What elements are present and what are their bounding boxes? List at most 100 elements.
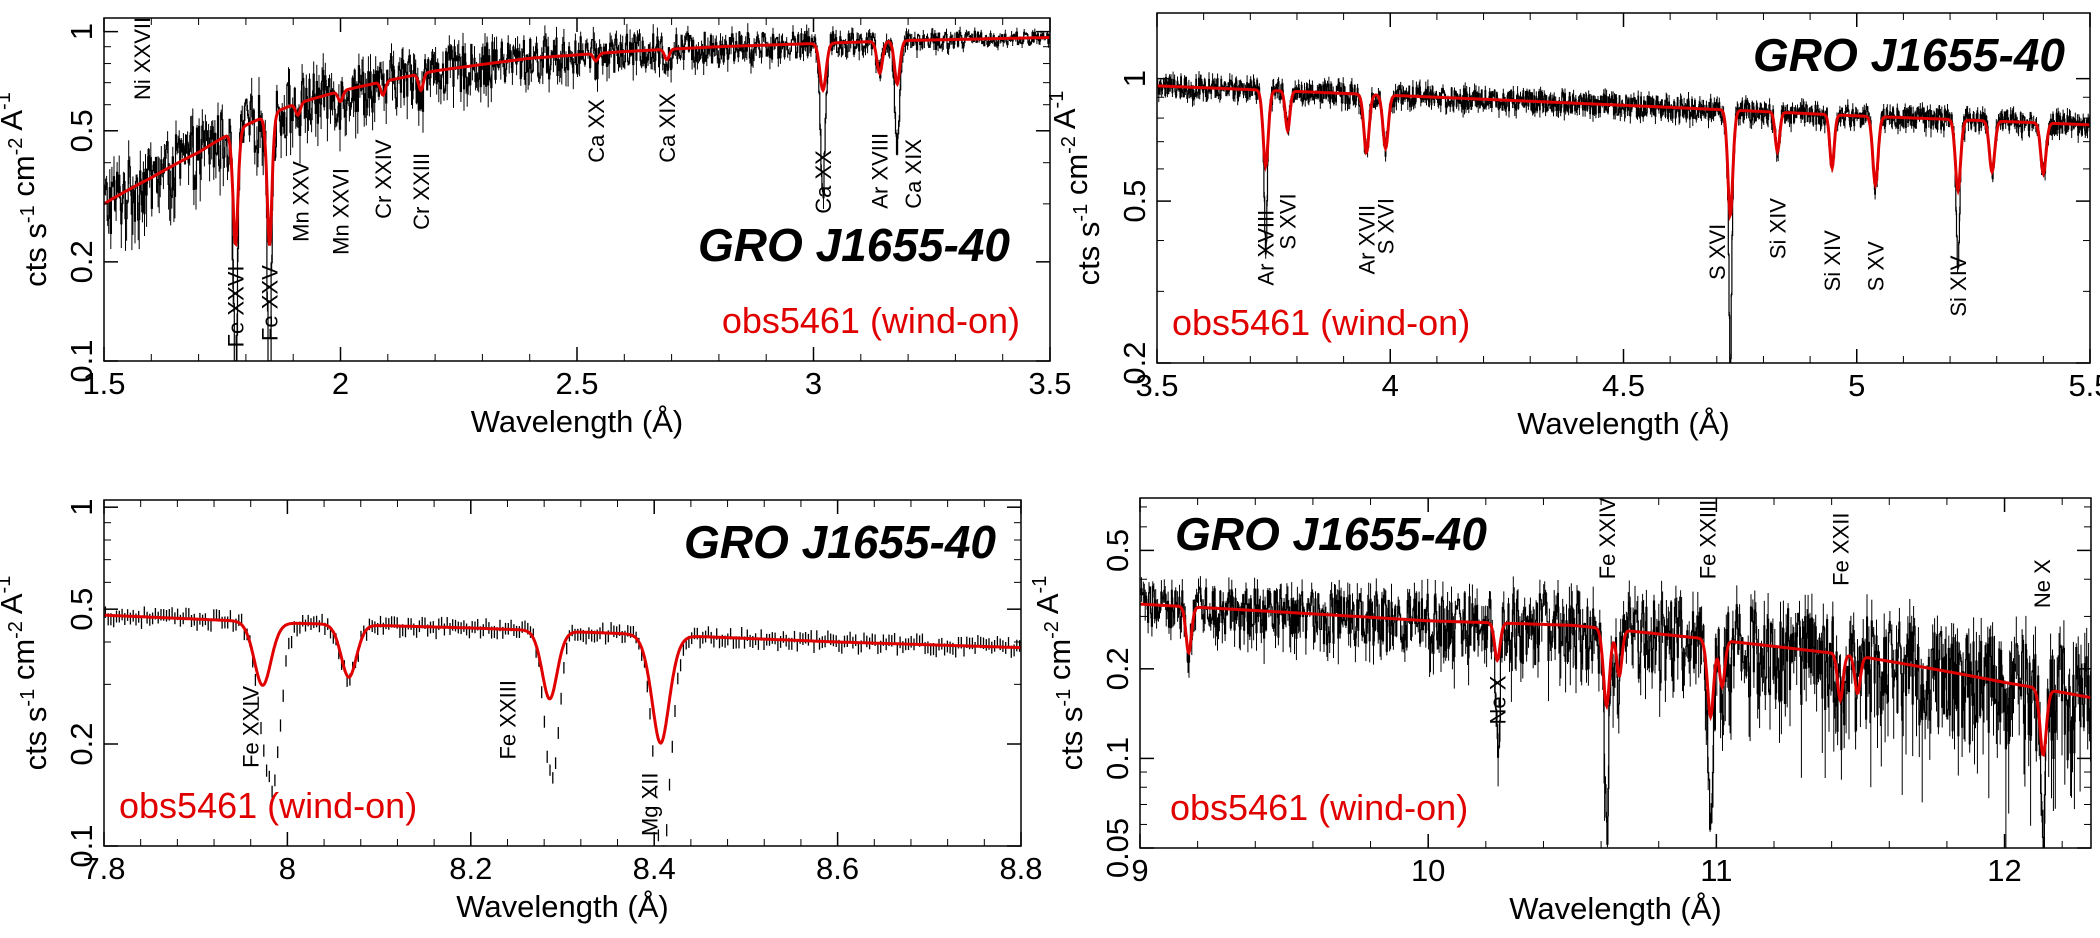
- y-tick-label: 0.2: [64, 722, 99, 765]
- y-axis-title-sup: -2: [1041, 621, 1063, 639]
- y-axis-title-part: cm: [6, 639, 41, 689]
- model-curve: [1140, 602, 2091, 758]
- x-axis-title: Wavelength (Å): [1517, 406, 1730, 441]
- x-axis-title: Wavelength (Å): [471, 404, 684, 439]
- line-label: Fe XXIII: [495, 680, 520, 759]
- y-axis-title-sup: -1: [0, 576, 15, 594]
- y-axis-title-part: s: [18, 223, 53, 247]
- panel-1: 1.5 2 2.5 3 3.5 0.1 0.2 0.5 1 Wavelength (Å) cts s…: [0, 17, 1072, 439]
- y-tick-label: 0.5: [64, 109, 99, 152]
- x-tick-label: 4: [1382, 368, 1399, 403]
- line-label: Fe XXVI: [223, 265, 248, 347]
- y-axis-title: cts s-1 cm-2 A-1: [0, 92, 53, 287]
- line-label: Fe XXV: [258, 265, 283, 341]
- y-axis-title-sup: -1: [1046, 91, 1068, 109]
- y-tick-label: 0.5: [64, 588, 99, 631]
- line-label: Ar XVIII: [868, 133, 893, 209]
- y-axis-title-part: cts: [18, 247, 53, 287]
- line-label: Ne X: [1485, 675, 1510, 724]
- data-spectrum: [1157, 76, 2090, 363]
- x-tick-label: 8.2: [449, 851, 492, 886]
- line-label: Si XIV: [1765, 198, 1790, 259]
- line-label: Si XIV: [1820, 230, 1845, 291]
- y-axis-title-sup: -1: [1053, 689, 1075, 707]
- panel-2: 3.5 4 4.5 5 5.5 0.2 0.5 1 Wavelength (Å) cts s-1 …: [1046, 12, 2100, 441]
- y-axis-title-part: s: [18, 707, 53, 731]
- y-axis-title-part: s: [1071, 222, 1106, 246]
- y-tick-label: 0.2: [1117, 341, 1152, 384]
- object-title: GRO J1655-40: [1753, 29, 2065, 81]
- line-label: Ar XVII: [1354, 205, 1379, 275]
- obs-label: obs5461 (wind-on): [722, 300, 1020, 341]
- x-tick-label: 8: [279, 851, 296, 886]
- y-axis-title-part: cts: [1054, 731, 1089, 771]
- y-axis-title: cts s-1 cm-2 A-1: [1046, 91, 1106, 286]
- y-tick-label: 1: [64, 499, 99, 516]
- line-label: Fe XXIII: [1696, 500, 1721, 579]
- x-tick-label: 10: [1411, 853, 1445, 888]
- line-label: Fe XXIV: [239, 686, 264, 768]
- object-title: GRO J1655-40: [698, 219, 1010, 271]
- x-tick-label: 4.5: [1602, 368, 1645, 403]
- line-label: Ca XIX: [655, 93, 680, 163]
- y-axis-title-part: A: [0, 593, 29, 621]
- y-axis-title-sup: -1: [0, 92, 15, 110]
- y-axis-title-sup: -2: [1058, 136, 1080, 154]
- line-label: Ar XVIII: [1254, 210, 1279, 286]
- line-label: Ca XX: [584, 99, 609, 163]
- x-tick-label: 11: [1700, 853, 1732, 888]
- line-label: Mn XXVI: [329, 168, 354, 255]
- line-label: Ni XXVII: [130, 17, 155, 100]
- y-axis-title-part: cts: [1071, 246, 1106, 286]
- x-tick-label: 7.8: [82, 851, 125, 886]
- obs-label: obs5461 (wind-on): [1172, 302, 1470, 343]
- y-axis-title-part: A: [1030, 593, 1065, 621]
- obs-label: obs5461 (wind-on): [119, 785, 417, 826]
- line-label: Ne X: [2030, 559, 2055, 608]
- x-tick-label: 8.4: [633, 851, 676, 886]
- panel-3: 7.8 8 8.2 8.4 8.6 8.8 0.1 0.2 0.5 1 Wavelength (Å)…: [0, 499, 1043, 924]
- line-label: S XVI: [1374, 198, 1399, 254]
- y-tick-label: 1: [64, 23, 99, 40]
- line-label: S XVI: [1705, 224, 1730, 280]
- x-tick-label: 8.8: [999, 851, 1042, 886]
- x-tick-label: 2.5: [555, 366, 598, 401]
- y-tick-label: 0.2: [1100, 647, 1135, 690]
- y-tick-label: 0.05: [1100, 818, 1135, 878]
- model-group: [104, 36, 1050, 248]
- x-tick-label: 8.6: [816, 851, 859, 886]
- line-label: Mn XXV: [288, 161, 313, 242]
- y-tick-label: 0.1: [64, 339, 99, 382]
- y-axis-title-sup: -2: [5, 138, 27, 156]
- y-axis-title-part: cm: [6, 155, 41, 205]
- y-axis-title-sup: -1: [1029, 576, 1051, 594]
- x-tick-label: 3: [805, 366, 822, 401]
- y-axis-title: cts s-1 cm-2 A-1: [1029, 576, 1089, 771]
- line-label: Cr XXIV: [371, 139, 396, 219]
- object-title: GRO J1655-40: [1175, 508, 1487, 560]
- x-tick-label: 12: [1987, 853, 2021, 888]
- y-axis-title-part: A: [1047, 108, 1082, 136]
- model-group: [1140, 602, 2091, 758]
- y-axis-title-sup: -1: [17, 689, 39, 707]
- x-tick-label: 2: [332, 366, 349, 401]
- model-group: [1157, 84, 2090, 222]
- line-label: Fe XXIV: [1595, 497, 1620, 579]
- y-axis-title-part: A: [0, 110, 29, 138]
- model-curve: [104, 36, 1050, 248]
- x-axis-title: Wavelength (Å): [1509, 891, 1722, 926]
- y-axis-title-sup: -1: [17, 205, 39, 223]
- object-title: GRO J1655-40: [684, 516, 996, 568]
- line-label: Cr XXIII: [409, 153, 434, 230]
- line-label: S XV: [1863, 241, 1888, 291]
- y-tick-label: 1: [1117, 70, 1152, 87]
- model-curve: [104, 613, 1021, 745]
- y-axis-title-part: s: [1054, 707, 1089, 731]
- y-axis-title: cts s-1 cm-2 A-1: [0, 576, 53, 771]
- x-axis-title: Wavelength (Å): [456, 889, 669, 924]
- model-curve: [1157, 84, 2090, 222]
- y-axis-title-sup: -2: [5, 621, 27, 639]
- obs-label: obs5461 (wind-on): [1170, 787, 1468, 828]
